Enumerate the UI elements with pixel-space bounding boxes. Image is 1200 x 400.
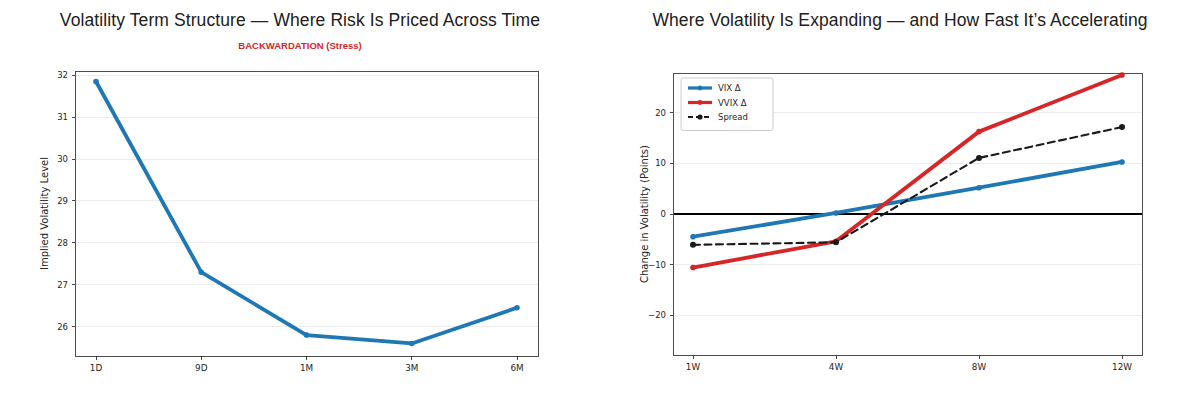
y-tick-label: 27 <box>57 280 68 290</box>
data-point <box>514 305 520 311</box>
y-tick-label: −20 <box>648 310 666 320</box>
volatility-dashboard: 26 27 28 29 30 31 32 1D 9D 1M 3M 6M Implied Volatili… <box>0 0 1200 400</box>
y-tick-label: 0 <box>661 209 666 219</box>
y-tick-label: 29 <box>57 196 68 206</box>
term-structure-plot: 26 27 28 29 30 31 32 1D 9D 1M 3M 6M Implied Volatili… <box>0 0 600 400</box>
x-tick-label: 6M <box>510 363 523 373</box>
data-point <box>93 79 99 85</box>
data-point <box>304 332 310 338</box>
plot-border <box>75 71 538 356</box>
series-line-vix-δ <box>693 162 1122 237</box>
data-point <box>976 185 982 191</box>
data-point <box>690 265 696 271</box>
legend-sample-marker <box>697 114 702 119</box>
vol-expansion-title: Where Volatility Is Expanding — and How … <box>600 10 1200 31</box>
data-point <box>690 234 696 240</box>
data-point <box>1119 159 1125 165</box>
data-point <box>1119 124 1125 130</box>
chart-vol-expansion: −20 −10 0 10 20 1W 4W 8W 12W Change in Volatility… <box>600 0 1200 400</box>
legend-label: VVIX Δ <box>718 98 747 108</box>
data-point <box>976 155 982 161</box>
legend-sample-marker <box>698 86 703 91</box>
y-tick-label: 31 <box>57 112 68 122</box>
legend-label: Spread <box>718 112 748 122</box>
x-tick-label: 12W <box>1112 362 1132 372</box>
x-tick-label: 3M <box>405 363 418 373</box>
x-tick-label: 4W <box>829 362 844 372</box>
y-axis-label: Implied Volatility Level <box>39 157 50 270</box>
data-point <box>833 239 839 245</box>
x-tick-label: 1D <box>90 363 103 373</box>
data-point <box>976 129 982 135</box>
data-point <box>409 341 415 347</box>
x-tick-label: 8W <box>972 362 987 372</box>
y-tick-label: 26 <box>57 322 68 332</box>
legend-sample-marker <box>698 100 703 105</box>
data-point <box>690 242 696 248</box>
x-tick-label: 9D <box>195 363 208 373</box>
y-tick-label: 28 <box>57 238 68 248</box>
legend-label: VIX Δ <box>718 83 741 93</box>
y-tick-label: 30 <box>57 154 68 164</box>
y-tick-label: 20 <box>655 108 666 118</box>
series-line-implied-volatility <box>96 81 517 343</box>
term-structure-title: Volatility Term Structure — Where Risk I… <box>0 10 600 31</box>
y-tick-label: 32 <box>57 70 68 80</box>
vol-expansion-plot: −20 −10 0 10 20 1W 4W 8W 12W Change in Volatility… <box>600 0 1200 400</box>
data-point <box>833 210 839 216</box>
x-tick-label: 1M <box>300 363 313 373</box>
data-point <box>198 269 204 275</box>
y-tick-label: −10 <box>648 260 666 270</box>
y-axis-label: Change in Volatility (Points) <box>639 145 650 283</box>
term-structure-subtitle: BACKWARDATION (Stress) <box>0 40 600 51</box>
y-tick-label: 10 <box>655 158 666 168</box>
chart-term-structure: 26 27 28 29 30 31 32 1D 9D 1M 3M 6M Implied Volatili… <box>0 0 600 400</box>
x-tick-label: 1W <box>686 362 701 372</box>
